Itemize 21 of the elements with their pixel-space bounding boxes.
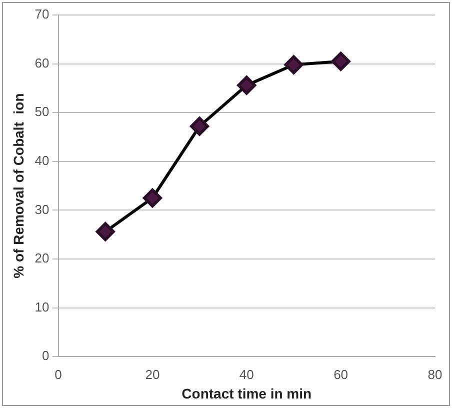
y-tick-label: 70 [34,6,50,22]
y-tick-label: 10 [34,299,50,314]
x-axis-title: Contact time in min [182,385,312,402]
point [331,52,350,71]
x-tick-label: 0 [54,366,62,382]
point [237,76,256,95]
x-tick-label: 80 [428,366,442,382]
x-tick-label: 40 [239,366,254,382]
y-axis-title: % of Removal of Cobalt ion [10,93,26,278]
point [284,55,304,74]
x-tick-label: 60 [334,366,348,382]
x-tick-label: 20 [145,366,160,382]
point [190,116,210,136]
y-tick-label: 60 [34,55,50,70]
y-tick-label: 50 [34,104,50,120]
point [96,222,115,242]
y-tick-label: 30 [34,202,50,217]
y-tick-label: 40 [34,152,50,168]
y-tick-label: 0 [42,348,50,364]
point [142,188,162,208]
y-tick-label: 20 [34,250,50,266]
